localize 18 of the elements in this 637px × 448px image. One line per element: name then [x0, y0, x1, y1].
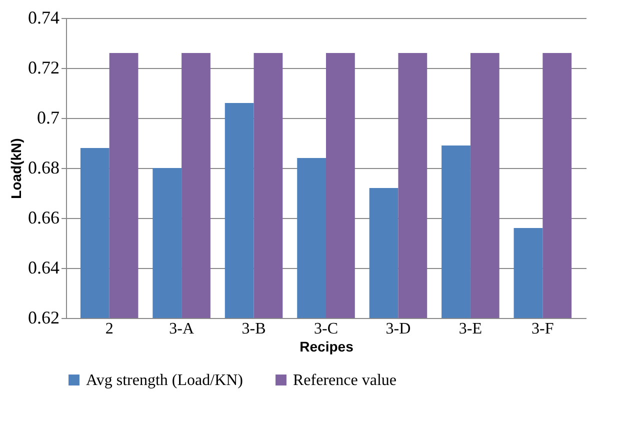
x-tick-label: 3-A — [169, 320, 194, 338]
y-tick-label: 0.7 — [37, 108, 60, 128]
y-tick-label: 0.74 — [28, 8, 60, 28]
y-tick-label: 0.64 — [28, 258, 60, 278]
x-tick-label: 3-E — [458, 320, 482, 338]
y-axis-title: Load(kN) — [8, 138, 24, 199]
y-tick-label: 0.62 — [28, 308, 60, 328]
legend-label: Reference value — [293, 372, 396, 389]
x-tick-label: 2 — [105, 320, 114, 338]
x-tick-label: 3-F — [532, 320, 554, 338]
y-tick-label: 0.66 — [28, 208, 60, 228]
x-tick-label: 3-B — [242, 320, 266, 338]
legend-label: Avg strength (Load/KN) — [86, 372, 243, 389]
y-tick-label: 0.68 — [28, 158, 60, 178]
x-tick-label: 3-D — [386, 320, 411, 338]
x-tick-label: 3-C — [314, 320, 338, 338]
x-axis-title: Recipes — [300, 338, 354, 354]
y-tick-label: 0.72 — [28, 58, 60, 78]
